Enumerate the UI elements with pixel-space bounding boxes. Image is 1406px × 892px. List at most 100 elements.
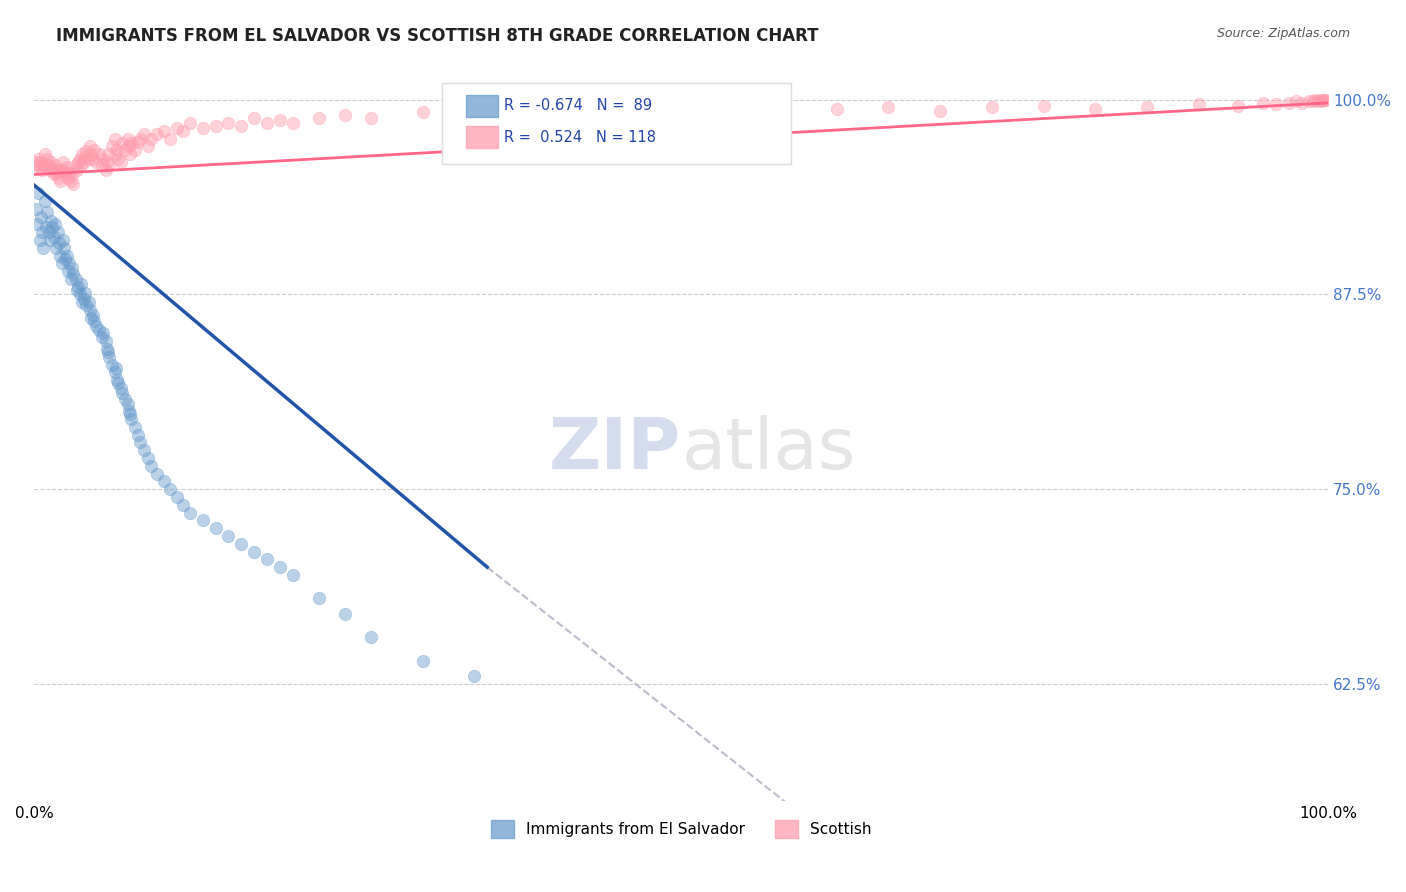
Text: Source: ZipAtlas.com: Source: ZipAtlas.com <box>1216 27 1350 40</box>
Point <box>111 136 134 151</box>
Point <box>41 220 63 235</box>
Point <box>231 537 253 551</box>
Point <box>110 381 132 395</box>
Point <box>1303 93 1326 107</box>
Point <box>42 168 65 182</box>
FancyBboxPatch shape <box>467 127 498 148</box>
Point <box>37 152 59 166</box>
FancyBboxPatch shape <box>467 95 498 117</box>
Point <box>69 287 91 301</box>
Point <box>51 162 73 177</box>
Point <box>159 482 181 496</box>
Point <box>412 105 434 120</box>
Point <box>39 155 62 169</box>
Point <box>308 591 330 606</box>
Point <box>172 498 194 512</box>
Point <box>58 256 80 270</box>
Point <box>72 292 94 306</box>
Point <box>97 345 120 359</box>
Point <box>120 136 142 151</box>
Point <box>75 298 97 312</box>
Point <box>104 360 127 375</box>
Point <box>70 277 93 291</box>
Point <box>32 241 55 255</box>
Point <box>38 225 60 239</box>
Point <box>58 166 80 180</box>
Point <box>62 177 84 191</box>
Point <box>42 229 65 244</box>
Point <box>773 105 796 120</box>
Text: IMMIGRANTS FROM EL SALVADOR VS SCOTTISH 8TH GRADE CORRELATION CHART: IMMIGRANTS FROM EL SALVADOR VS SCOTTISH … <box>56 27 818 45</box>
Point <box>70 147 93 161</box>
Point <box>53 241 76 255</box>
Point <box>49 248 72 262</box>
Point <box>129 435 152 450</box>
Point <box>166 490 188 504</box>
Point <box>114 143 136 157</box>
Point <box>86 318 108 333</box>
Point <box>38 162 60 177</box>
Point <box>31 162 53 177</box>
Point <box>70 295 93 310</box>
Point <box>117 396 139 410</box>
Point <box>94 162 117 177</box>
Point <box>124 420 146 434</box>
Point <box>51 256 73 270</box>
Point <box>146 467 169 481</box>
Point <box>191 513 214 527</box>
Point <box>105 143 128 157</box>
Point <box>110 155 132 169</box>
Point <box>107 152 129 166</box>
Point <box>231 119 253 133</box>
Point <box>281 116 304 130</box>
Point <box>59 272 82 286</box>
Point <box>62 267 84 281</box>
Point <box>98 350 121 364</box>
Point <box>204 119 226 133</box>
Point <box>55 160 77 174</box>
Point <box>217 116 239 130</box>
Point <box>27 186 49 201</box>
Point <box>75 144 97 158</box>
Point <box>1226 99 1249 113</box>
Point <box>120 147 142 161</box>
Point <box>127 135 149 149</box>
Point <box>929 103 952 118</box>
Point <box>463 108 485 122</box>
Point <box>45 166 67 180</box>
Point <box>28 233 51 247</box>
Point <box>38 233 60 247</box>
Point <box>34 194 56 208</box>
Point <box>94 334 117 349</box>
Point <box>28 161 51 176</box>
Point <box>83 143 105 157</box>
Point <box>46 225 69 239</box>
Text: R = -0.674   N =  89: R = -0.674 N = 89 <box>503 98 652 113</box>
Text: atlas: atlas <box>682 415 856 483</box>
Point <box>134 127 156 141</box>
Point <box>256 116 278 130</box>
Point <box>82 308 104 322</box>
Point <box>90 329 112 343</box>
Point <box>1298 95 1320 109</box>
Point <box>91 326 114 341</box>
Point <box>281 568 304 582</box>
Point <box>179 506 201 520</box>
Point <box>139 131 162 145</box>
Point <box>83 314 105 328</box>
Point <box>243 544 266 558</box>
Point <box>49 174 72 188</box>
Point <box>825 102 848 116</box>
Point <box>31 225 53 239</box>
Point <box>217 529 239 543</box>
Point <box>70 158 93 172</box>
Point <box>120 412 142 426</box>
Point <box>103 365 125 379</box>
Point <box>55 248 77 262</box>
Point <box>172 124 194 138</box>
Point <box>65 272 87 286</box>
Point <box>25 158 48 172</box>
Point <box>269 560 291 574</box>
Point <box>56 264 79 278</box>
Point <box>1253 95 1275 110</box>
